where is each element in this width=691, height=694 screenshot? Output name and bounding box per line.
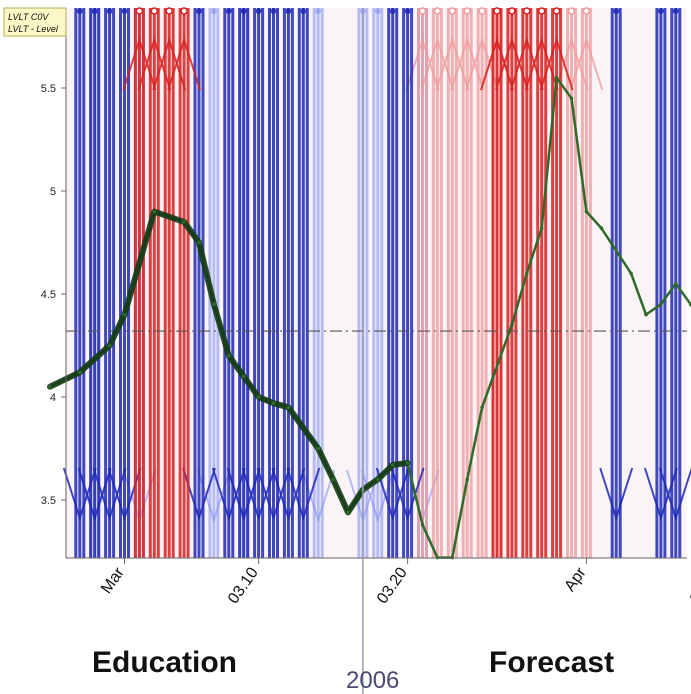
series-point-10	[256, 395, 261, 399]
signal-buy-dark-2	[77, 8, 112, 558]
series-point-35	[674, 281, 678, 286]
y-tick-label-0: 3.5	[41, 495, 56, 507]
series-point-0	[48, 384, 52, 389]
y-tick-label-4: 5.5	[41, 83, 56, 95]
y-tick-label-2: 4.5	[41, 289, 56, 301]
series-point-11	[271, 401, 276, 405]
signal-sell-red-8	[539, 7, 574, 558]
series-point-24	[480, 405, 484, 410]
signal-sell-red-2	[152, 7, 187, 558]
series-point-12	[286, 405, 291, 410]
legend-entry-0: LVLT C0V	[8, 12, 49, 22]
signal-sell-light-3	[450, 7, 485, 558]
series-point-31	[599, 226, 604, 230]
signal-sell-light-4	[465, 7, 500, 558]
series-point-1	[78, 370, 82, 375]
series-point-33	[644, 312, 648, 317]
series-point-2	[107, 343, 112, 348]
y-tick-label-3: 5	[50, 186, 56, 198]
signal-buy-dark-11	[286, 8, 321, 558]
series-point-20	[420, 522, 425, 527]
signal-buy-dark-9	[256, 8, 291, 558]
y-axis: 3.5 4 4.5 5 5.5	[41, 8, 67, 558]
signal-sell-light-1	[420, 7, 455, 558]
year-label: 2006	[346, 667, 399, 694]
y-tick-label-1: 4	[50, 392, 56, 404]
signal-sell-red-5	[494, 7, 529, 558]
series-point-34	[659, 302, 663, 307]
signal-buy-dark-4	[107, 8, 142, 558]
series-point-4	[152, 209, 157, 214]
signal-buy-dark-6	[211, 8, 246, 558]
signal-sell-red-3	[167, 7, 202, 558]
series-point-8	[227, 354, 231, 358]
series-point-9	[241, 374, 246, 379]
x-tick-label-2: 03.20	[374, 564, 411, 607]
series-line-education	[47, 208, 411, 516]
series-point-18	[390, 463, 395, 467]
signal-sell-red-4	[480, 7, 514, 558]
series-point-27	[539, 226, 544, 230]
signal-buy-dark-5	[182, 8, 216, 558]
series-point-26	[525, 271, 529, 276]
series-point-14	[331, 477, 335, 482]
x-tick-label-0: Mar	[98, 564, 128, 597]
signal-sell-light-2	[435, 7, 470, 558]
series-point-29	[569, 96, 574, 101]
section-label-forecast: Forecast	[489, 646, 614, 679]
series-point-5	[182, 220, 186, 224]
signal-buy-dark-14	[599, 8, 634, 558]
series-point-25	[510, 323, 514, 327]
series-point-36	[688, 302, 691, 307]
x-tick-label-4: 04.10	[687, 564, 691, 607]
series-point-32	[629, 271, 633, 276]
series-point-15	[346, 510, 350, 515]
series-point-19	[405, 461, 410, 465]
signal-sell-light-7	[569, 7, 604, 558]
series-point-28	[554, 75, 559, 80]
price-series	[47, 75, 691, 560]
series-point-6	[197, 240, 201, 245]
series-point-17	[376, 477, 380, 482]
series-point-7	[212, 302, 216, 307]
series-point-3	[122, 312, 127, 317]
x-tick-label-3: Apr	[561, 564, 590, 595]
signal-lines	[62, 7, 691, 558]
legend-background	[3, 7, 67, 37]
signal-sell-red-1	[137, 7, 172, 558]
legend-entry-1: LVLT - Level	[8, 24, 59, 34]
series-point-13	[316, 446, 321, 451]
section-label-education: Education	[92, 646, 237, 679]
series-point-30	[584, 209, 589, 214]
legend-box[interactable]: LVLT C0V LVLT - Level	[3, 7, 67, 37]
series-point-23	[465, 477, 470, 482]
signal-buy-dark-10	[271, 8, 306, 558]
x-tick-label-1: 03.10	[225, 564, 262, 607]
